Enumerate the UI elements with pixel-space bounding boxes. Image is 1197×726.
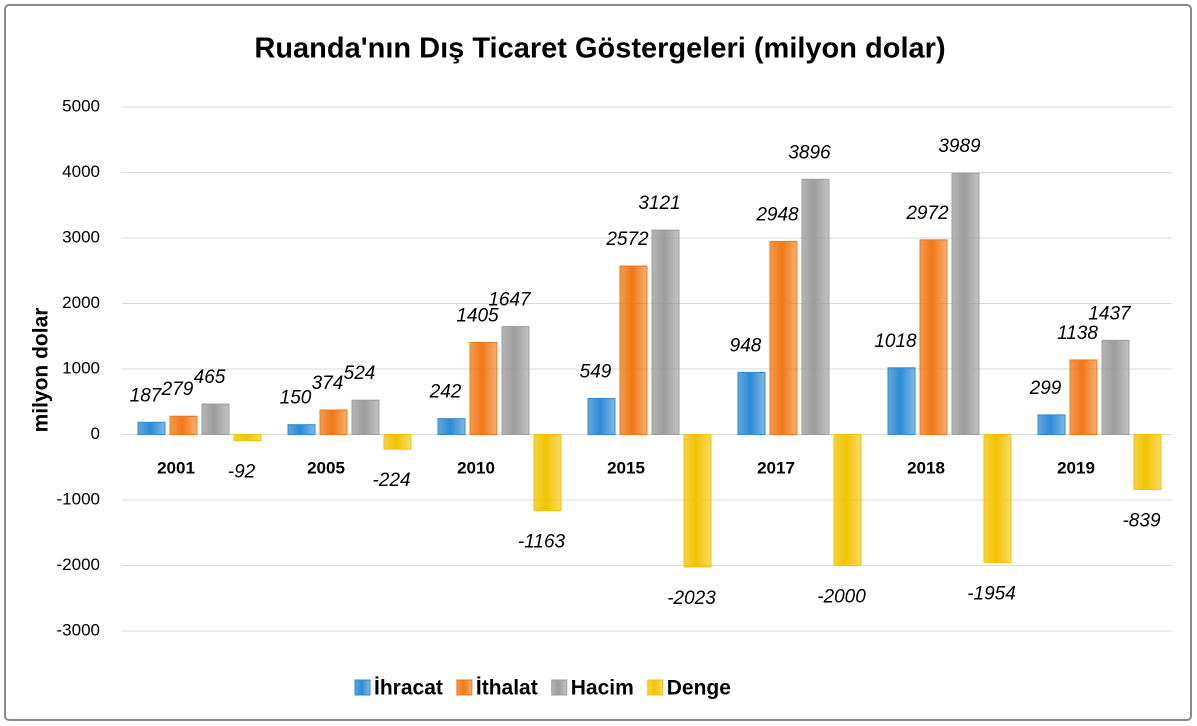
- y-tick-label: 1000: [62, 358, 100, 377]
- data-label: 150: [280, 388, 312, 409]
- bar: [769, 240, 798, 435]
- bar: [651, 229, 680, 435]
- x-tick-label: 2018: [907, 458, 945, 477]
- y-tick-label: 0: [91, 424, 100, 443]
- legend-swatch: [647, 679, 664, 696]
- y-tick-label: 5000: [62, 96, 100, 115]
- bar: [319, 409, 348, 435]
- data-label: -2023: [667, 588, 716, 609]
- bar: [233, 434, 262, 442]
- legend-swatch: [354, 679, 371, 696]
- data-label: 374: [312, 373, 344, 394]
- data-label: -839: [1122, 510, 1160, 531]
- data-label: 279: [161, 379, 194, 400]
- bar: [619, 265, 648, 435]
- data-label: 2972: [905, 203, 949, 224]
- data-label: -1163: [518, 532, 566, 553]
- bar: [351, 399, 380, 436]
- chart-title: Ruanda'nın Dış Ticaret Göstergeleri (mil…: [254, 33, 945, 65]
- bar: [533, 434, 562, 512]
- x-tick-label: 2010: [457, 458, 495, 477]
- bar: [201, 403, 230, 436]
- bar: [169, 415, 198, 435]
- x-tick-label: 2001: [157, 458, 195, 477]
- data-label: 299: [1029, 378, 1062, 399]
- data-label: 187: [130, 385, 163, 406]
- bar: [887, 367, 916, 436]
- x-tick-label: 2015: [607, 458, 645, 477]
- data-label: 465: [194, 367, 226, 388]
- bar: [951, 172, 980, 436]
- bar: [683, 434, 712, 568]
- legend-label: İthalat: [476, 677, 538, 700]
- bar: [1133, 434, 1162, 490]
- data-label: 3989: [938, 136, 981, 157]
- data-label: 524: [344, 363, 376, 384]
- bar: [919, 239, 948, 435]
- legend-label: İhracat: [374, 677, 443, 700]
- bar: [501, 326, 530, 435]
- bar: [1101, 339, 1130, 435]
- y-tick-label: 2000: [62, 293, 100, 312]
- data-label: 1647: [488, 290, 532, 311]
- data-label: 549: [580, 362, 612, 383]
- bar: [1037, 414, 1066, 435]
- x-tick-label: 2005: [307, 458, 345, 477]
- data-label: 948: [730, 335, 762, 356]
- data-label: 242: [429, 382, 462, 403]
- bar: [801, 178, 830, 435]
- bar: [737, 371, 766, 436]
- bar: [1069, 359, 1098, 435]
- legend-label: Hacim: [571, 677, 634, 700]
- bar: [833, 434, 862, 566]
- data-label: -224: [372, 470, 410, 491]
- y-tick-label: -2000: [57, 555, 100, 574]
- data-label: 2948: [755, 204, 799, 225]
- y-tick-label: 4000: [62, 162, 100, 181]
- data-label: 3896: [788, 142, 831, 163]
- y-tick-label: 3000: [62, 227, 100, 246]
- x-tick-label: 2017: [757, 458, 795, 477]
- legend-swatch: [551, 679, 568, 696]
- chart-frame: [4, 4, 1192, 721]
- bar: [287, 424, 316, 435]
- data-label: 1018: [874, 331, 917, 352]
- bar: [383, 434, 412, 450]
- data-label: 2572: [605, 229, 649, 250]
- data-label: 1138: [1057, 323, 1098, 344]
- x-tick-label: 2019: [1057, 458, 1095, 477]
- y-tick-label: -3000: [57, 620, 100, 639]
- data-label: -2000: [817, 587, 866, 608]
- bar: [983, 434, 1012, 563]
- bar: [137, 421, 166, 435]
- y-axis-label: milyon dolar: [30, 308, 53, 433]
- legend-label: Denge: [667, 677, 731, 700]
- data-label: -1954: [967, 584, 1016, 605]
- data-label: 3121: [638, 193, 680, 214]
- bar: [587, 398, 616, 435]
- data-label: 1437: [1088, 303, 1132, 324]
- data-label: -92: [228, 462, 256, 483]
- legend-swatch: [456, 679, 473, 696]
- data-label: 1405: [456, 305, 499, 326]
- y-tick-label: -1000: [57, 489, 100, 508]
- bar: [469, 341, 498, 435]
- bar: [437, 418, 466, 435]
